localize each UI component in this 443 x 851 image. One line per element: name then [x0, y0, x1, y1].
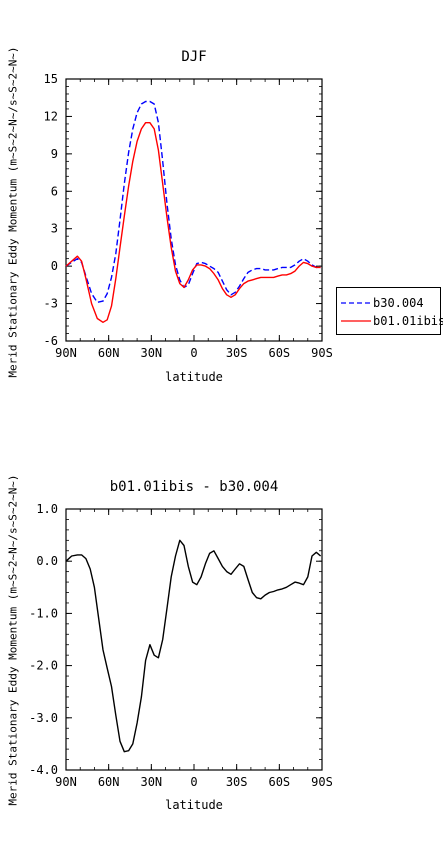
chart-1-series-line-1 — [65, 100, 321, 303]
legend-label: b30.004 — [373, 296, 424, 310]
x-tick-label: 30N — [140, 346, 162, 360]
y-tick-label: -3 — [44, 297, 58, 311]
legend-item-b30-004: b30.004 — [341, 295, 424, 311]
chart-1-xlabel: latitude — [165, 370, 223, 384]
x-tick-label: 0 — [190, 775, 197, 789]
y-tick-label: -1.0 — [29, 606, 58, 620]
y-tick-label: -3.0 — [29, 711, 58, 725]
chart-2-frame — [65, 508, 323, 771]
chart-2-title: b01.01ibis - b30.004 — [109, 479, 279, 495]
x-tick-label: 60S — [268, 346, 290, 360]
y-tick-label: 6 — [51, 184, 58, 198]
y-tick-label: 1.0 — [36, 502, 58, 516]
chart-1-frame — [65, 78, 323, 342]
x-tick-label: 90S — [311, 775, 333, 789]
y-tick-label: 15 — [44, 72, 58, 86]
chart-1-series-line-2 — [65, 121, 321, 323]
x-tick-label: 30N — [140, 775, 162, 789]
y-tick-label: 9 — [51, 147, 58, 161]
x-tick-label: 90N — [55, 346, 77, 360]
x-tick-label: 30S — [226, 775, 248, 789]
chart-1-title: DJF — [181, 49, 207, 65]
y-tick-label: 0.0 — [36, 554, 58, 568]
x-tick-label: 60N — [98, 775, 120, 789]
y-tick-label: -2.0 — [29, 659, 58, 673]
legend-item-b01-01ibis: b01.01ibis — [341, 313, 443, 329]
x-tick-label: 90N — [55, 775, 77, 789]
x-tick-label: 0 — [190, 346, 197, 360]
y-tick-label: 3 — [51, 222, 58, 236]
chart-1-legend: b30.004 b01.01ibis — [336, 287, 443, 335]
x-tick-label: 60S — [268, 775, 290, 789]
y-tick-label: 0 — [51, 259, 58, 273]
x-tick-label: 60N — [98, 346, 120, 360]
y-tick-label: -4.0 — [29, 763, 58, 777]
legend-label: b01.01ibis — [373, 314, 443, 328]
chart-2-xlabel: latitude — [165, 798, 223, 812]
legend-swatch-solid-red — [341, 320, 371, 322]
chart-2-series-line-1 — [65, 539, 322, 753]
x-tick-label: 30S — [226, 346, 248, 360]
y-tick-label: 12 — [44, 109, 58, 123]
x-tick-label: 90S — [311, 346, 333, 360]
legend-swatch-dashed-blue — [341, 302, 371, 304]
y-tick-label: -6 — [44, 334, 58, 348]
